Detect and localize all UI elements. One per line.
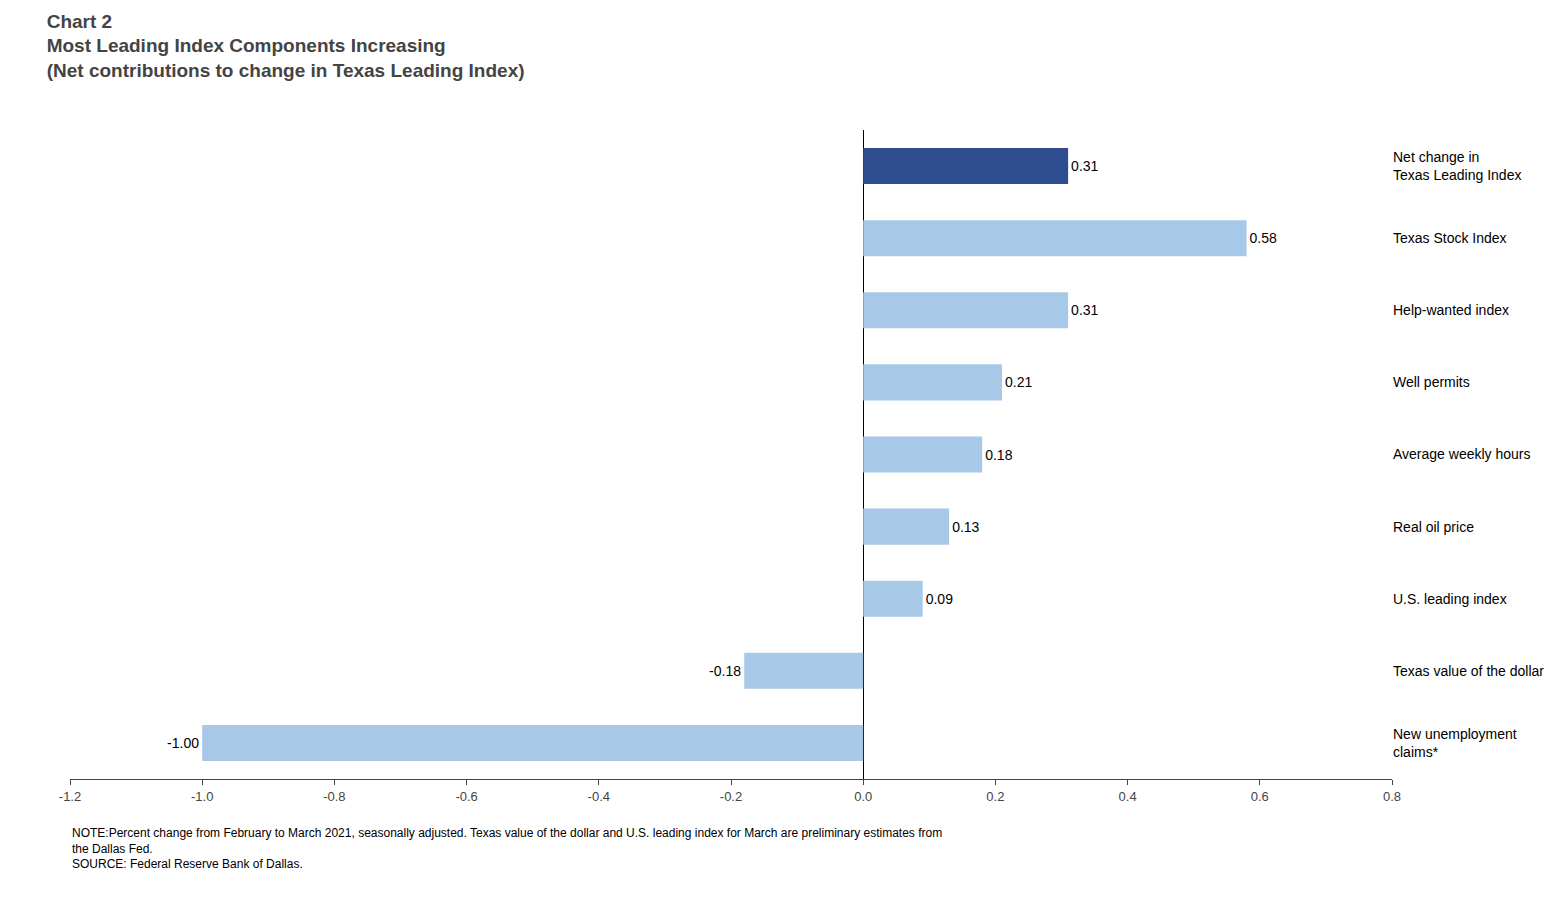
svg-text:-0.4: -0.4 bbox=[588, 789, 610, 804]
svg-text:NOTE:Percent change from Febru: NOTE:Percent change from February to Mar… bbox=[72, 826, 942, 871]
svg-text:0.2: 0.2 bbox=[986, 789, 1004, 804]
svg-text:0.18: 0.18 bbox=[985, 447, 1012, 463]
svg-text:-0.8: -0.8 bbox=[323, 789, 345, 804]
svg-text:-0.18: -0.18 bbox=[709, 663, 741, 679]
svg-text:-1.2: -1.2 bbox=[59, 789, 81, 804]
svg-text:0.31: 0.31 bbox=[1071, 158, 1098, 174]
svg-text:0.09: 0.09 bbox=[926, 591, 953, 607]
svg-text:0.4: 0.4 bbox=[1119, 789, 1137, 804]
svg-text:Real oil price: Real oil price bbox=[1393, 519, 1474, 535]
svg-text:New unemploymentclaims*: New unemploymentclaims* bbox=[1393, 726, 1517, 760]
svg-text:Texas value of the dollar: Texas value of the dollar bbox=[1393, 663, 1544, 679]
svg-text:-0.6: -0.6 bbox=[455, 789, 477, 804]
svg-text:-0.2: -0.2 bbox=[720, 789, 742, 804]
svg-text:Help-wanted index: Help-wanted index bbox=[1393, 302, 1509, 318]
svg-text:0.6: 0.6 bbox=[1251, 789, 1269, 804]
svg-text:0.0: 0.0 bbox=[854, 789, 872, 804]
svg-text:Average weekly hours: Average weekly hours bbox=[1393, 446, 1530, 462]
svg-text:Net change inTexas Leading Ind: Net change inTexas Leading Index bbox=[1393, 149, 1521, 183]
svg-text:Well permits: Well permits bbox=[1393, 374, 1470, 390]
svg-text:0.31: 0.31 bbox=[1071, 302, 1098, 318]
svg-text:Chart 2Most Leading Index Comp: Chart 2Most Leading Index Components Inc… bbox=[47, 11, 525, 81]
svg-text:Texas Stock Index: Texas Stock Index bbox=[1393, 230, 1507, 246]
svg-text:-1.0: -1.0 bbox=[191, 789, 213, 804]
svg-text:0.8: 0.8 bbox=[1383, 789, 1401, 804]
svg-text:-1.00: -1.00 bbox=[167, 735, 199, 751]
svg-text:0.21: 0.21 bbox=[1005, 374, 1032, 390]
svg-text:0.58: 0.58 bbox=[1250, 230, 1277, 246]
svg-text:0.13: 0.13 bbox=[952, 519, 979, 535]
svg-text:U.S. leading index: U.S. leading index bbox=[1393, 591, 1507, 607]
